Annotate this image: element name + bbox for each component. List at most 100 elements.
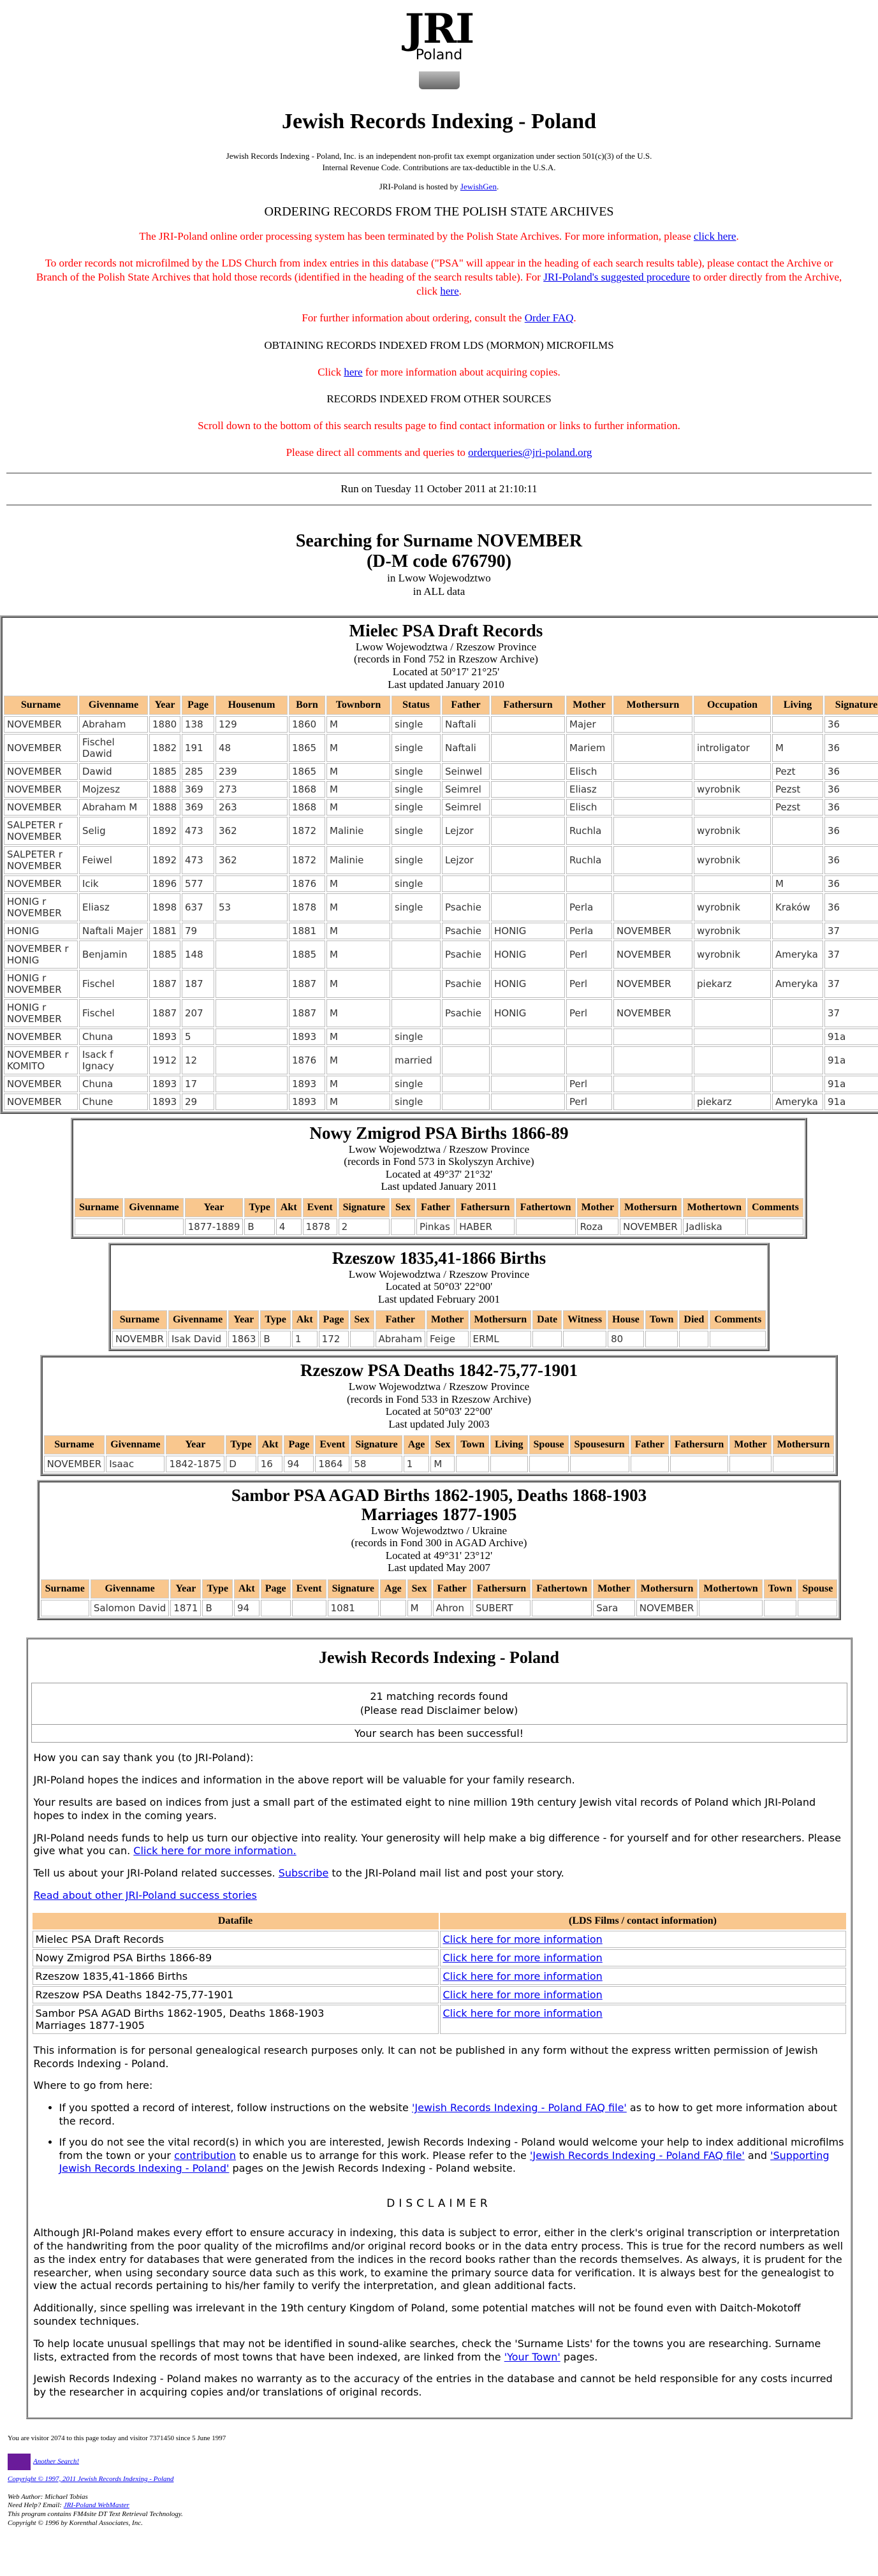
cell: NOVEMBER — [613, 923, 692, 940]
cell: 1885 — [149, 763, 180, 780]
cell: Perl — [566, 1076, 612, 1093]
table-title: Mielec PSA Draft Records — [349, 621, 543, 641]
table-subtitle: (records in Fond 573 in Skolyszyn Archiv… — [344, 1155, 534, 1168]
datafile-name: Mielec PSA Draft Records — [32, 1930, 439, 1948]
cell: 1868 — [289, 799, 325, 816]
cell: piekarz — [694, 970, 771, 999]
column-header: Datafile — [32, 1912, 439, 1929]
cell: HONIG — [491, 970, 565, 999]
cell: Chune — [79, 1094, 148, 1111]
cell — [566, 1028, 612, 1046]
text: Jewish Records Indexing - Poland makes n… — [33, 2373, 833, 2399]
cell: single — [391, 846, 441, 875]
column-header: Givenname — [79, 696, 148, 715]
text: to enable us to arrange for this work. P… — [236, 2149, 530, 2162]
cell: wyrobnik — [694, 846, 771, 875]
cell: NOVEMBER r HONIG — [4, 940, 78, 969]
disclaimer-note: (Please read Disclaimer below) — [360, 1704, 518, 1717]
cell: 36 — [824, 846, 878, 875]
cell: 1892 — [149, 846, 180, 875]
table-subtitle: Located at 50°03' 22°00' — [385, 1280, 493, 1293]
cell: Feige — [426, 1331, 469, 1348]
column-header: Spouse — [529, 1435, 569, 1455]
cell: 1893 — [149, 1028, 180, 1046]
cell — [772, 1046, 823, 1075]
record-row: NOVEMBER r HONIG Benjamin 1885 148 1885 M Psac… — [4, 940, 878, 969]
table-subtitle: Located at 49°31' 23°12' — [385, 1549, 493, 1562]
logo-sub: Poland — [415, 47, 463, 63]
notice: RECORDS INDEXED FROM OTHER SOURCES — [32, 392, 846, 406]
cell: 1877-1889 — [184, 1218, 244, 1235]
disclaimer-paragraph: Although JRI-Poland makes every effort t… — [34, 2227, 845, 2293]
link[interactable]: orderqueries@jri-poland.org — [468, 446, 592, 458]
link[interactable]: 'Jewish Records Indexing - Poland FAQ fi… — [411, 2102, 627, 2114]
header: JRI Poland Jewish Records Indexing - Pol… — [0, 4, 878, 460]
cell: NOVEMBER — [4, 1028, 78, 1046]
cell: 1878 — [289, 893, 325, 922]
link[interactable]: Copyright © 1997, 2011 Jewish Records In… — [8, 2475, 174, 2483]
success: Your search has been successful! — [31, 1725, 847, 1743]
cell: 91a — [824, 1094, 878, 1111]
cell: M — [326, 1094, 390, 1111]
cell: 37 — [824, 940, 878, 969]
link[interactable]: Click here for more information — [443, 2007, 603, 2019]
column-header: Town — [456, 1435, 490, 1455]
cell: HONIG r NOVEMBER — [4, 893, 78, 922]
link[interactable]: Another Search! — [33, 2457, 79, 2466]
link[interactable]: contribution — [174, 2149, 237, 2162]
header-row: Surname Givenname Year Type Akt Event Signatur… — [75, 1197, 803, 1217]
cell: 1893 — [149, 1076, 180, 1093]
link[interactable]: Subscribe — [278, 1867, 329, 1880]
cell: 1876 — [289, 1046, 325, 1075]
link[interactable]: JRI-Poland WebMaster — [63, 2501, 129, 2510]
cell: SALPETER r NOVEMBER — [4, 817, 78, 845]
link[interactable]: here — [440, 285, 459, 298]
cell: Naftali — [442, 716, 490, 733]
link[interactable]: 'Jewish Records Indexing - Poland FAQ fi… — [529, 2149, 745, 2162]
link[interactable]: Click here for more information — [443, 1951, 603, 1964]
link[interactable]: Click here for more information — [443, 1988, 603, 2001]
cell: M — [326, 999, 390, 1028]
cell — [772, 716, 823, 733]
text: to order directly from the Archive, clic… — [416, 271, 842, 298]
cell: M — [326, 734, 390, 763]
cell — [491, 781, 565, 798]
link[interactable]: JRI-Poland's suggested procedure — [543, 271, 690, 284]
cell: NOVEMBER — [4, 763, 78, 780]
record-table-frame: Mielec PSA Draft Records Lwow Wojewodztwa… — [0, 615, 878, 1115]
cell — [491, 1094, 565, 1111]
column-header: Sex — [407, 1579, 432, 1599]
cell: 1885 — [149, 940, 180, 969]
column-header: Fathersurn — [472, 1579, 531, 1599]
link[interactable]: Click here for more information. — [133, 1845, 296, 1857]
cell: wyrobnik — [694, 940, 771, 969]
paragraph: Tell us about your JRI-Poland related su… — [34, 1867, 845, 1880]
cell: M — [407, 1599, 432, 1616]
column-header: Age — [403, 1435, 430, 1455]
cell: Fischel — [79, 970, 148, 999]
column-header: Spouse — [798, 1579, 838, 1599]
link[interactable]: 'Your Town' — [504, 2350, 560, 2363]
link[interactable]: 'Supporting Jewish Records Indexing - Po… — [59, 2149, 830, 2175]
link[interactable]: click here — [693, 230, 736, 243]
link[interactable]: Read about other JRI-Poland success stor… — [33, 1889, 257, 1902]
link[interactable]: JewishGen — [460, 182, 497, 192]
cell — [569, 1456, 629, 1473]
column-header: Father — [416, 1197, 455, 1217]
cell — [491, 846, 565, 875]
cell: 36 — [824, 875, 878, 893]
page-title: Jewish Records Indexing - Poland — [281, 110, 597, 133]
text: How you can say thank you (to JRI-Poland… — [33, 1752, 254, 1764]
next-step: If you do not see the vital record(s) in… — [59, 2136, 847, 2176]
column-header: Year — [166, 1435, 225, 1455]
link[interactable]: Order FAQ — [524, 312, 574, 325]
link[interactable]: Click here for more information — [443, 1933, 603, 1945]
link[interactable]: Click here for more information — [443, 1970, 603, 1982]
cell: 91a — [824, 1076, 878, 1093]
cell: HONIG r NOVEMBER — [4, 970, 78, 999]
cell: Sara — [593, 1599, 635, 1616]
record-table: Surname Givenname Year Type Akt Event Signatur… — [73, 1197, 805, 1236]
link[interactable]: here — [344, 365, 363, 378]
